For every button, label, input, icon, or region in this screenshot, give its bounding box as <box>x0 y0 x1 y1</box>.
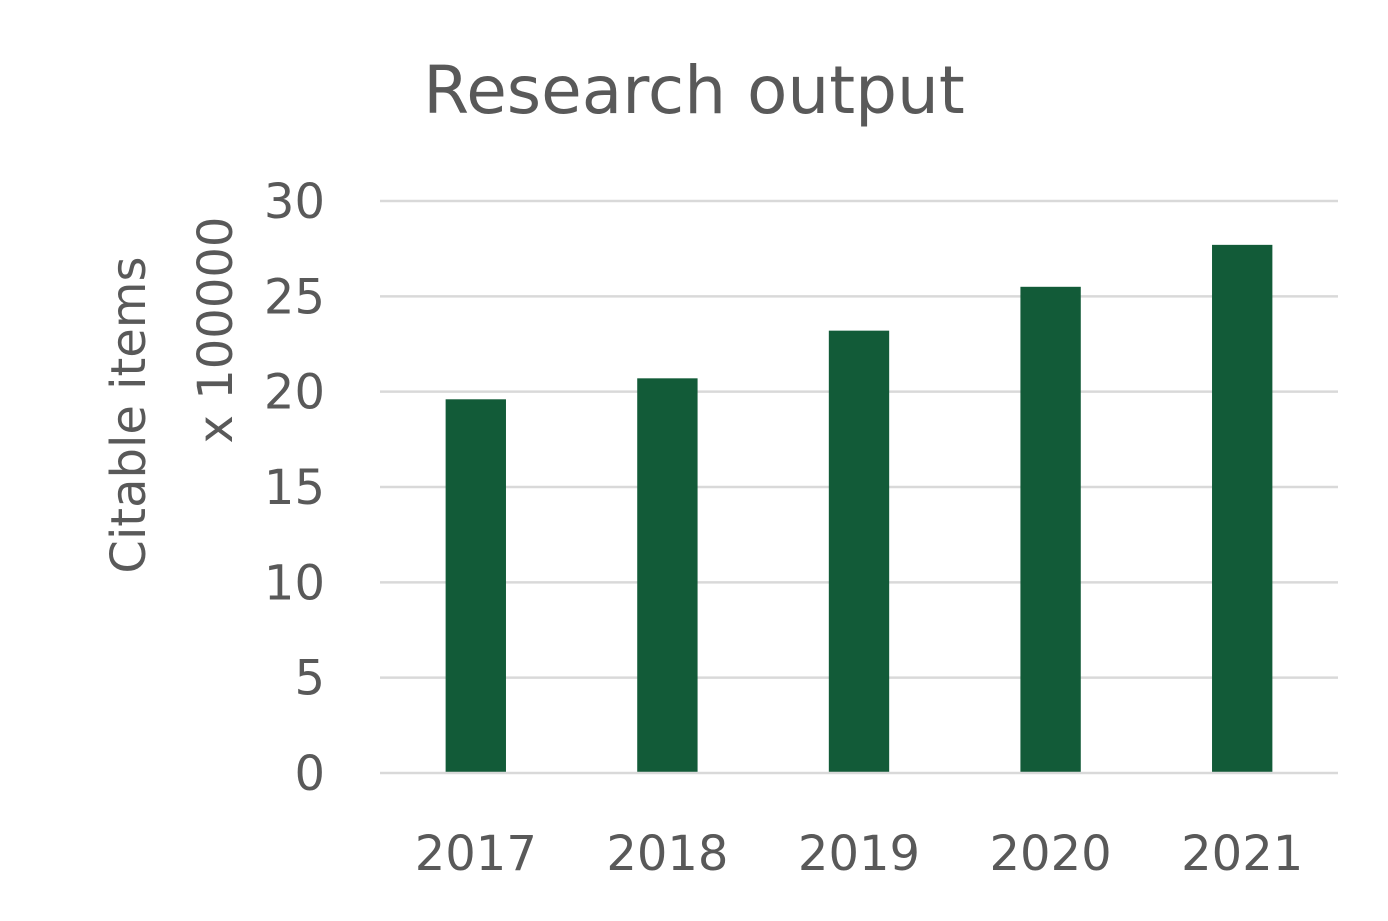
x-axis-ticks: 2017 2018 2019 2020 2021 <box>415 826 1304 882</box>
bar-2017 <box>445 399 506 773</box>
chart-title: Research output <box>423 52 964 129</box>
x-tick-label: 2018 <box>606 826 728 882</box>
bar-2020 <box>1020 286 1081 773</box>
y-axis-title-line1: Citable items <box>101 256 157 573</box>
y-tick-label: 25 <box>264 269 325 325</box>
x-tick-label: 2021 <box>1181 826 1303 882</box>
bars <box>445 244 1273 773</box>
y-tick-label: 5 <box>294 651 325 707</box>
y-axis-title-line2: x 100000 <box>188 217 244 444</box>
bar-2019 <box>828 330 890 773</box>
y-axis-title: Citable items x 100000 <box>101 217 244 574</box>
y-tick-label: 0 <box>294 746 325 802</box>
y-tick-label: 20 <box>264 365 325 421</box>
y-tick-label: 10 <box>264 555 325 611</box>
y-tick-label: 15 <box>264 460 325 516</box>
x-tick-label: 2017 <box>415 826 537 882</box>
bar-2021 <box>1212 244 1273 773</box>
x-tick-label: 2020 <box>990 826 1112 882</box>
y-tick-label: 30 <box>264 174 325 230</box>
y-axis-ticks: 0 5 10 15 20 25 30 <box>264 174 325 802</box>
bar-2018 <box>637 378 698 773</box>
x-tick-label: 2019 <box>798 826 920 882</box>
